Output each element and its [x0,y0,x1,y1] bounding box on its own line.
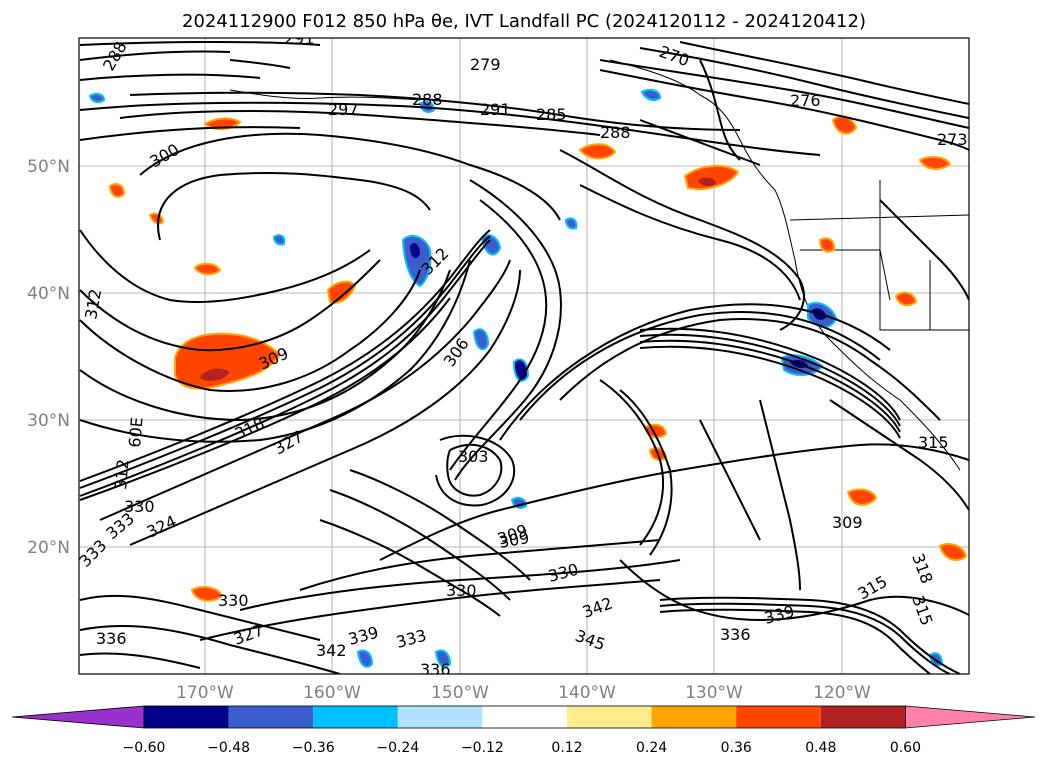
contour-label: 273 [937,130,968,149]
lat-label: 40°N [27,284,70,304]
contour-label: 288 [412,90,443,109]
contour-label: 336 [720,625,751,644]
contour-label: 330 [218,591,249,610]
contour-label: 60E [125,416,147,448]
contour-label: 342 [316,641,347,660]
colorbar-segment [482,706,567,728]
colorbar-frame [143,705,906,729]
map-title: 2024112900 F012 850 hPa θe, IVT Landfall… [182,11,866,32]
lon-label: 170°W [176,683,234,703]
colorbar-segment [820,706,906,728]
lat-label: 50°N [27,157,70,177]
colorbar-segment [144,706,229,728]
map-area: 288 291 279 270 297 288 291 285 288 276 … [78,29,970,679]
contour-label: 315 [918,433,949,452]
theta-e-contours [79,40,969,674]
lat-label: 20°N [27,538,70,558]
lon-label: 140°W [558,683,616,703]
colorbar-segment [651,706,737,728]
contour-label: 291 [480,100,511,119]
lon-labels: 170°W 160°W 150°W 140°W 130°W 120°W [176,683,871,703]
colorbar-tick: −0.12 [461,740,504,756]
lon-label: 160°W [303,683,361,703]
contour-label: 312 [111,458,133,490]
lon-label: 150°W [431,683,489,703]
colorbar-extend-low [11,705,145,729]
colorbar-tick: 0.12 [551,740,582,756]
lat-label: 30°N [27,411,70,431]
colorbar-tick: 0.24 [636,740,667,756]
contour-label: 336 [96,629,127,648]
colorbar-tick: 0.36 [721,740,752,756]
colorbar-segment [228,706,314,728]
lat-labels: 50°N 40°N 30°N 20°N [27,157,70,558]
map-frame [78,37,970,675]
colorbar: −0.60 −0.48 −0.36 −0.24 −0.12 0.12 0.24 … [11,705,1036,756]
colorbar-segment [567,706,652,728]
contour-label: 303 [458,447,489,466]
lon-label: 130°W [685,683,743,703]
contour-label: 285 [536,105,567,124]
colorbar-tick: −0.60 [123,740,166,756]
contour-label: 336 [420,660,451,679]
contour-label: 330 [124,497,155,516]
colorbar-tick: −0.36 [292,740,335,756]
colorbar-tick: 0.48 [805,740,836,756]
lon-label: 120°W [813,683,871,703]
contour-label: 288 [600,123,631,142]
colorbar-extend-high [905,705,1036,729]
colorbar-tick: 0.60 [890,740,921,756]
pc-shading [88,89,968,668]
colorbar-tick: −0.48 [207,740,250,756]
colorbar-segment [736,706,821,728]
contour-label: 291 [284,29,315,48]
contour-label: 309 [832,513,863,532]
contour-label: 297 [328,100,359,119]
contour-label: 330 [446,581,477,600]
contour-label: 276 [790,91,821,110]
contour-labels: 288 291 279 270 297 288 291 285 288 276 … [79,29,968,679]
contour-label: 279 [470,55,501,74]
colorbar-segment [397,706,483,728]
colorbar-segment [313,706,398,728]
colorbar-tick: −0.24 [376,740,419,756]
